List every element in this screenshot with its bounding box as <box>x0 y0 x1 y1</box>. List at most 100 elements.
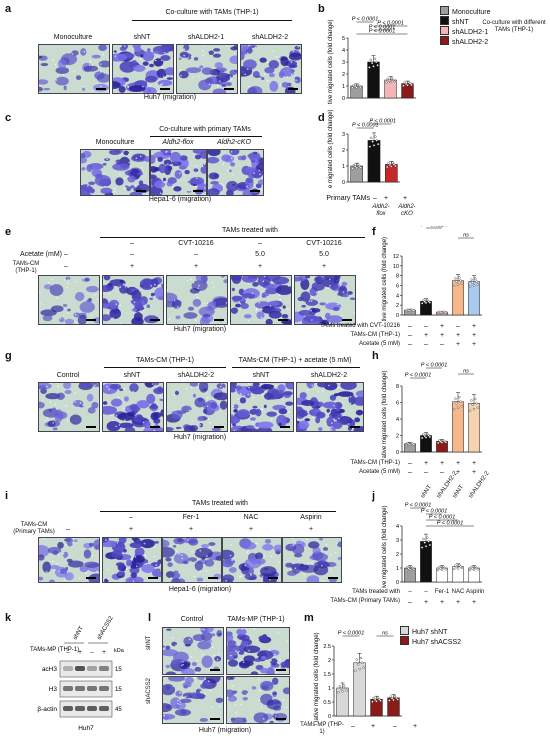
legend-item: shALDH2-1 <box>440 26 548 36</box>
y-tick-label: 6 <box>396 284 399 290</box>
panel-h-rows: TAMs-CM (THP-1) – + + + + Acetate (5 mM) – – – + + <box>300 460 550 482</box>
data-point <box>420 436 424 440</box>
data-point <box>385 81 388 84</box>
data-point <box>371 700 374 703</box>
scale-bar <box>280 426 290 428</box>
panel-label-j: j <box>372 490 376 502</box>
data-point <box>412 568 416 571</box>
data-point <box>371 140 374 143</box>
panel-e-tams: + <box>321 263 327 270</box>
y-tick-label: 0 <box>396 313 399 319</box>
data-point <box>426 432 429 436</box>
y-tick-label: 0 <box>396 450 399 456</box>
panel-e-acetate-first: – <box>64 251 68 258</box>
band-kda: 15 <box>115 687 122 693</box>
panel-i-header-line <box>100 511 336 512</box>
row-sign: + <box>439 323 445 330</box>
panel-i-col-head: Fer-1 <box>182 514 200 521</box>
panel-e-tams: – <box>64 263 68 270</box>
data-point <box>459 400 462 403</box>
panel-i-tams: + <box>128 526 134 533</box>
data-point <box>472 407 476 411</box>
data-point <box>338 685 341 688</box>
panel-e-tams: + <box>257 263 263 270</box>
panel-i-header: TAMs treated with <box>192 500 248 507</box>
data-point <box>475 402 478 405</box>
row-label: TAMs treated with <box>352 589 400 595</box>
data-point <box>470 399 473 402</box>
micrograph <box>102 537 162 583</box>
panel-e-col-head: – <box>258 240 262 247</box>
chart-h: 0 2 4 6 8 Relative migrated cells (fold chang… <box>372 356 492 468</box>
data-point <box>392 698 395 702</box>
row-sign: + <box>455 469 461 476</box>
row-value: NAC <box>451 589 465 595</box>
lane-head: shACSS2 <box>97 615 116 641</box>
panel-f-rows: TAMs treated with CVT-10216 – – + – + TAMs-CM … <box>300 323 550 355</box>
panel-e-acetate: 5.0 <box>255 251 265 258</box>
data-point <box>468 285 472 288</box>
panel-label-f: f <box>372 226 376 238</box>
p-value-label: P = 0.0214 <box>421 226 448 229</box>
chart-d: 0 1 2 3 Relative migrated cells (fold change… <box>318 104 428 207</box>
y-tick-label: 0 <box>342 180 345 186</box>
band-name: H3 <box>49 686 58 693</box>
row-value: – <box>408 589 412 595</box>
data-point <box>456 283 460 286</box>
data-point <box>422 537 425 541</box>
row-sign: – <box>424 323 428 330</box>
panel-i-tams: + <box>188 526 194 533</box>
data-point <box>358 667 361 671</box>
panel-m-sign: – <box>393 723 397 730</box>
data-point <box>475 280 478 283</box>
micrograph <box>230 275 292 325</box>
y-tick-label: 1 <box>342 84 345 90</box>
legend-item: shALDH2-2 <box>440 36 548 46</box>
data-point <box>359 166 363 169</box>
data-point <box>422 433 425 436</box>
scale-bar <box>350 426 360 428</box>
data-point <box>402 84 405 87</box>
blot-band <box>63 666 73 671</box>
data-point <box>389 80 392 84</box>
data-point <box>376 696 380 699</box>
data-point <box>376 142 380 146</box>
scale-bar <box>342 319 352 321</box>
scale-bar <box>86 426 96 428</box>
y-tick-label: 0 <box>396 580 399 586</box>
data-point <box>436 441 440 445</box>
scale-bar <box>208 577 218 579</box>
y-tick-label: 2 <box>396 303 399 309</box>
p-value-label: P < 0.0001 <box>338 631 365 637</box>
data-point <box>375 139 378 142</box>
y-tick-label: 8 <box>396 274 399 280</box>
data-point <box>375 60 378 64</box>
row-sign: + <box>471 460 477 467</box>
data-point <box>387 79 391 82</box>
row-sign: – <box>408 460 412 467</box>
scale-bar <box>136 190 146 192</box>
data-point <box>424 301 428 305</box>
row-label: TAMs-CM (THP-1) <box>350 332 400 338</box>
data-point <box>458 395 461 399</box>
data-point <box>455 280 458 283</box>
data-point <box>345 689 348 692</box>
data-point <box>373 57 377 60</box>
band-name: acH3 <box>42 666 58 673</box>
panel-i-tams: – <box>66 526 70 533</box>
panel-e-col-head: CVT-10216 <box>306 240 342 247</box>
panel-d-sign: + <box>383 195 389 202</box>
row-sign: + <box>471 323 477 330</box>
data-point <box>474 397 477 401</box>
row-sign: – <box>408 599 412 606</box>
panel-a-img-label-0: Monoculture <box>53 34 93 41</box>
row-sign: – <box>424 341 428 348</box>
micrograph <box>166 275 228 325</box>
p-value-label: P < 0.0001 <box>437 521 464 527</box>
panel-i-col-head: NAC <box>243 514 259 521</box>
blot-caption: Huh7 <box>78 725 94 732</box>
row-sign: – <box>440 469 444 476</box>
y-tick-label: 0 <box>328 714 331 720</box>
row-sign: + <box>439 460 445 467</box>
row-label: TAMs-CM (THP-1) <box>350 460 400 466</box>
